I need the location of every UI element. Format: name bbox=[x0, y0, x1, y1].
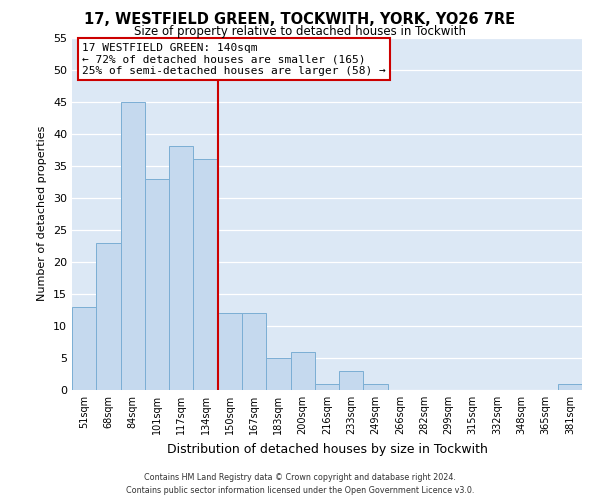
Y-axis label: Number of detached properties: Number of detached properties bbox=[37, 126, 47, 302]
Bar bbox=[121, 102, 145, 390]
Bar bbox=[169, 146, 193, 390]
Bar bbox=[558, 384, 582, 390]
Text: 17, WESTFIELD GREEN, TOCKWITH, YORK, YO26 7RE: 17, WESTFIELD GREEN, TOCKWITH, YORK, YO2… bbox=[85, 12, 515, 28]
Bar bbox=[218, 313, 242, 390]
Bar bbox=[266, 358, 290, 390]
X-axis label: Distribution of detached houses by size in Tockwith: Distribution of detached houses by size … bbox=[167, 442, 487, 456]
Bar bbox=[364, 384, 388, 390]
Bar bbox=[193, 160, 218, 390]
Text: Size of property relative to detached houses in Tockwith: Size of property relative to detached ho… bbox=[134, 25, 466, 38]
Bar bbox=[339, 371, 364, 390]
Bar bbox=[145, 178, 169, 390]
Bar bbox=[315, 384, 339, 390]
Bar bbox=[96, 242, 121, 390]
Bar bbox=[242, 313, 266, 390]
Text: Contains HM Land Registry data © Crown copyright and database right 2024.
Contai: Contains HM Land Registry data © Crown c… bbox=[126, 473, 474, 495]
Bar bbox=[72, 306, 96, 390]
Bar bbox=[290, 352, 315, 390]
Text: 17 WESTFIELD GREEN: 140sqm
← 72% of detached houses are smaller (165)
25% of sem: 17 WESTFIELD GREEN: 140sqm ← 72% of deta… bbox=[82, 43, 386, 76]
